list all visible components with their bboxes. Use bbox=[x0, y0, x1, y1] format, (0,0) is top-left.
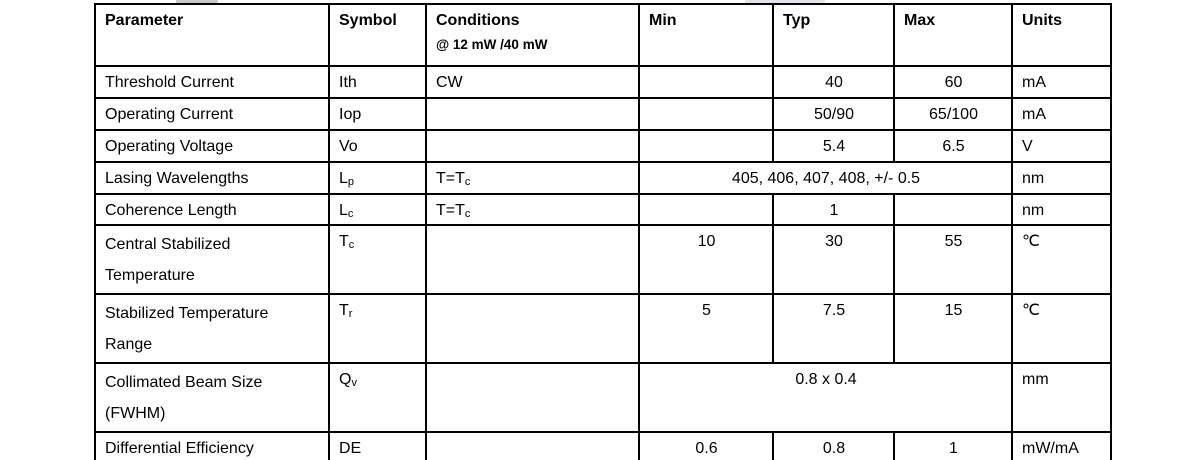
table-row: Stabilized Temperature Range Tr 5 7.5 15… bbox=[94, 293, 1112, 364]
cell-conditions bbox=[425, 431, 640, 460]
cell-conditions bbox=[425, 97, 640, 131]
cell-parameter: Stabilized Temperature Range bbox=[94, 293, 330, 364]
conditions-title: Conditions bbox=[436, 12, 520, 29]
table-row: Differential Efficiency DE 0.6 0.8 1 mW/… bbox=[94, 431, 1112, 460]
cell-typ: 7.5 bbox=[772, 293, 895, 364]
cell-units: ℃ bbox=[1011, 293, 1112, 364]
cell-merged-value: 0.8 x 0.4 bbox=[638, 362, 1013, 433]
cell-typ: 40 bbox=[772, 65, 895, 99]
table-row: Threshold Current Ith CW 40 60 mA bbox=[94, 65, 1112, 99]
cell-units: mA bbox=[1011, 97, 1112, 131]
table-row: Operating Voltage Vo 5.4 6.5 V bbox=[94, 129, 1112, 163]
cell-merged-value: 405, 406, 407, 408, +/- 0.5 bbox=[638, 161, 1013, 195]
cell-units: nm bbox=[1011, 161, 1112, 195]
table-row: Lasing Wavelengths Lp T=Tc 405, 406, 407… bbox=[94, 161, 1112, 195]
col-header-conditions: Conditions @ 12 mW /40 mW bbox=[425, 3, 640, 67]
cell-min bbox=[638, 97, 774, 131]
cell-symbol: Qv bbox=[328, 362, 427, 433]
cell-min: 0.6 bbox=[638, 431, 774, 460]
cell-typ: 0.8 bbox=[772, 431, 895, 460]
cell-parameter: Collimated Beam Size (FWHM) bbox=[94, 362, 330, 433]
cell-min bbox=[638, 129, 774, 163]
table-row: Coherence Length Lc T=Tc 1 nm bbox=[94, 193, 1112, 226]
cell-symbol: Iop bbox=[328, 97, 427, 131]
cell-symbol: DE bbox=[328, 431, 427, 460]
cell-max: 60 bbox=[893, 65, 1013, 99]
cell-units: mA bbox=[1011, 65, 1112, 99]
cell-conditions bbox=[425, 293, 640, 364]
cell-parameter: Differential Efficiency bbox=[94, 431, 330, 460]
table-row: Collimated Beam Size (FWHM) Qv 0.8 x 0.4… bbox=[94, 362, 1112, 433]
cell-parameter: Lasing Wavelengths bbox=[94, 161, 330, 195]
cell-conditions: T=Tc bbox=[425, 161, 640, 195]
col-header-parameter: Parameter bbox=[94, 3, 330, 67]
cell-symbol: Tr bbox=[328, 293, 427, 364]
cell-min bbox=[638, 65, 774, 99]
cell-symbol: Lc bbox=[328, 193, 427, 226]
cell-conditions: CW bbox=[425, 65, 640, 99]
cell-typ: 5.4 bbox=[772, 129, 895, 163]
cell-max: 65/100 bbox=[893, 97, 1013, 131]
cell-units: nm bbox=[1011, 193, 1112, 226]
header-row: Parameter Symbol Conditions @ 12 mW /40 … bbox=[94, 3, 1112, 67]
cell-symbol: Tc bbox=[328, 224, 427, 295]
cell-units: mW/mA bbox=[1011, 431, 1112, 460]
cell-max: 1 bbox=[893, 431, 1013, 460]
col-header-symbol: Symbol bbox=[328, 3, 427, 67]
cell-min: 5 bbox=[638, 293, 774, 364]
cell-conditions bbox=[425, 224, 640, 295]
cell-max: 55 bbox=[893, 224, 1013, 295]
cell-conditions bbox=[425, 362, 640, 433]
spec-table: Parameter Symbol Conditions @ 12 mW /40 … bbox=[94, 3, 1112, 460]
cell-units: V bbox=[1011, 129, 1112, 163]
cell-conditions bbox=[425, 129, 640, 163]
cropped-text-artifact bbox=[176, 0, 218, 5]
col-header-min: Min bbox=[638, 3, 774, 67]
cell-parameter: Threshold Current bbox=[94, 65, 330, 99]
cell-min bbox=[638, 193, 774, 226]
cell-parameter: Central Stabilized Temperature bbox=[94, 224, 330, 295]
cell-parameter: Operating Voltage bbox=[94, 129, 330, 163]
col-header-max: Max bbox=[893, 3, 1013, 67]
table-row: Central Stabilized Temperature Tc 10 30 … bbox=[94, 224, 1112, 295]
cell-units: mm bbox=[1011, 362, 1112, 433]
cell-units: ℃ bbox=[1011, 224, 1112, 295]
conditions-subtitle: @ 12 mW /40 mW bbox=[436, 37, 548, 52]
cell-max: 6.5 bbox=[893, 129, 1013, 163]
cell-symbol: Lp bbox=[328, 161, 427, 195]
cell-typ: 1 bbox=[772, 193, 895, 226]
cell-typ: 30 bbox=[772, 224, 895, 295]
table-row: Operating Current Iop 50/90 65/100 mA bbox=[94, 97, 1112, 131]
col-header-units: Units bbox=[1011, 3, 1112, 67]
cell-max: 15 bbox=[893, 293, 1013, 364]
cell-conditions: T=Tc bbox=[425, 193, 640, 226]
cell-typ: 50/90 bbox=[772, 97, 895, 131]
cell-parameter: Operating Current bbox=[94, 97, 330, 131]
cell-parameter: Coherence Length bbox=[94, 193, 330, 226]
cell-max bbox=[893, 193, 1013, 226]
cropped-text-artifact bbox=[745, 0, 825, 3]
col-header-typ: Typ bbox=[772, 3, 895, 67]
cell-symbol: Ith bbox=[328, 65, 427, 99]
cell-min: 10 bbox=[638, 224, 774, 295]
cell-symbol: Vo bbox=[328, 129, 427, 163]
